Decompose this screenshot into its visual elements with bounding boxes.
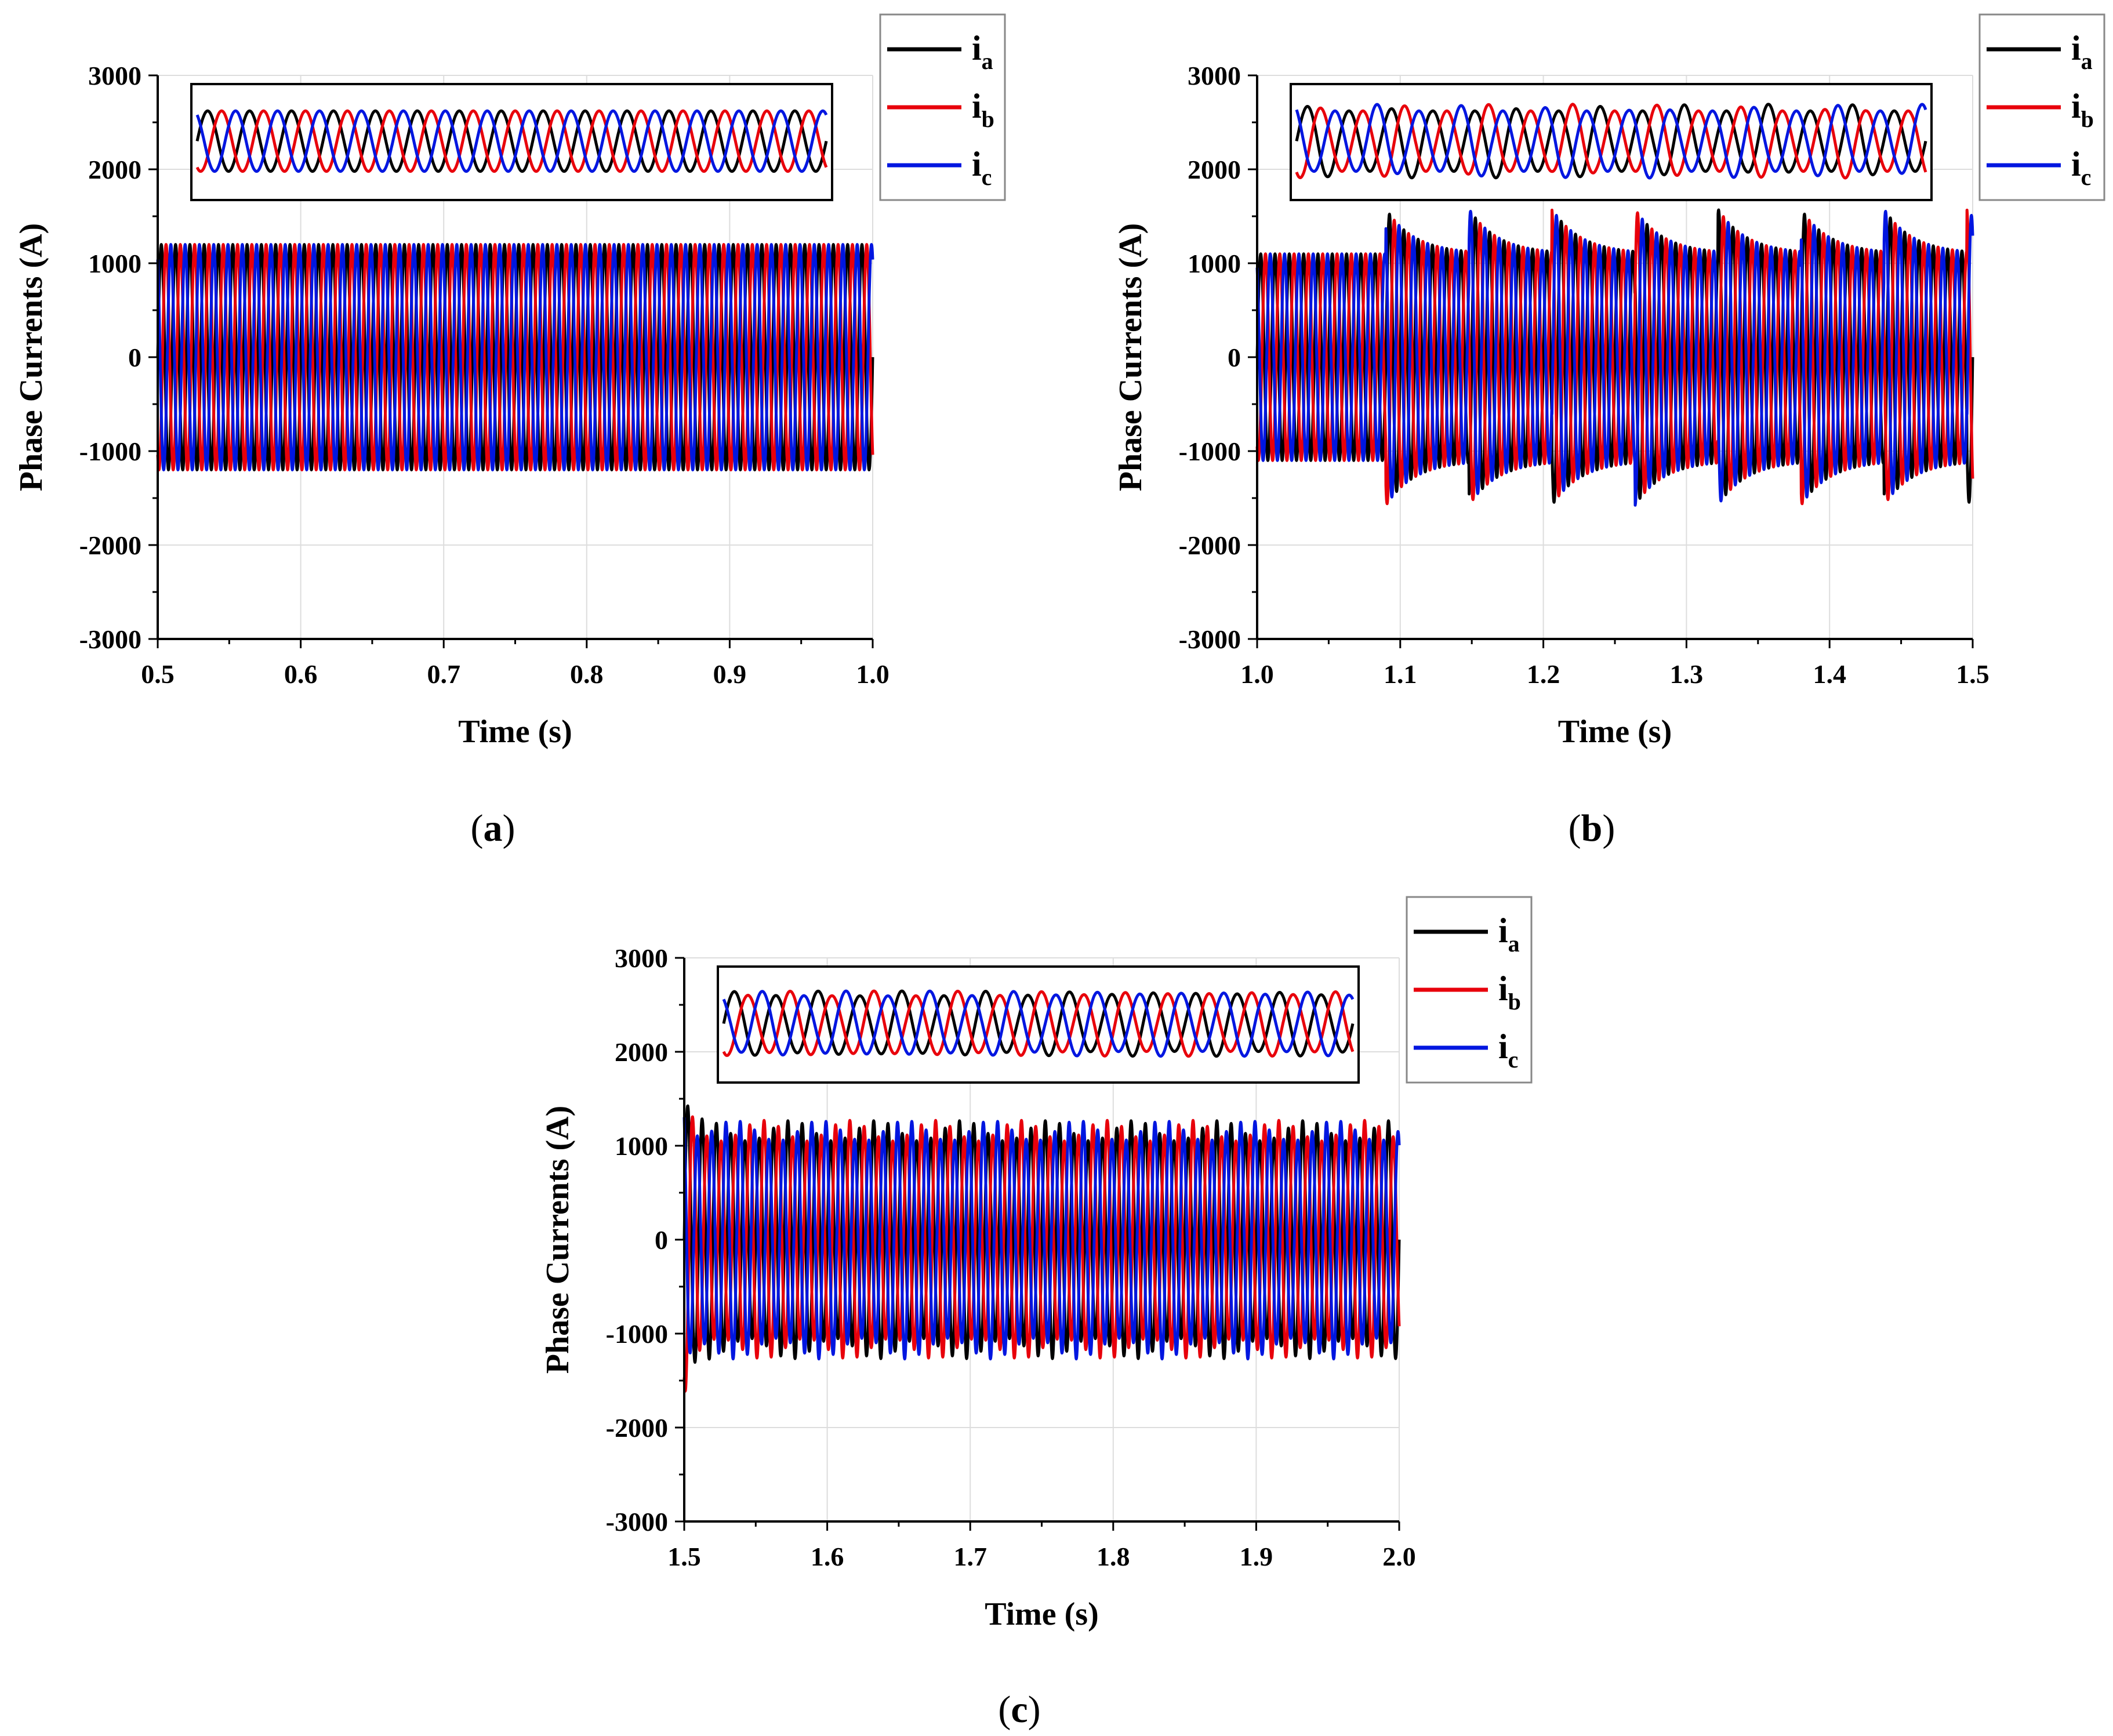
inset-line-ia [1295,103,1927,180]
x-tick-label: 1.3 [1670,659,1704,689]
inset-zoom [190,83,833,201]
panel-label: (b) [1569,807,1615,849]
y-tick-label: -1000 [1179,437,1241,466]
x-tick-label: 0.7 [427,659,460,689]
series-line-ic [682,1117,1401,1361]
x-tick-label: 1.9 [1240,1542,1273,1571]
y-axis-title: Phase Currents (A) [1113,223,1149,491]
y-axis-title: Phase Currents (A) [13,223,49,491]
legend-label-ib: ib [972,87,994,132]
legend-label-ic: ic [2071,145,2091,190]
x-tick-label: 1.0 [856,659,890,689]
inset-line-ia [722,989,1355,1058]
inset-line-ic [722,989,1355,1058]
y-tick-label: 2000 [615,1037,668,1067]
y-tick-label: -2000 [79,531,141,560]
y-tick-label: 3000 [88,61,141,90]
y-tick-label: 2000 [1188,155,1241,184]
legend-label-ia: ia [2071,29,2093,74]
chart-panel-c: 3000 2000 1000 0 -1000 -2000 -3000 1.5 1.6 1.7 1.8… [540,896,1533,1731]
inset-zoom [1290,83,1933,201]
y-axis-title: Phase Currents (A) [540,1106,576,1374]
legend: ia ib ic [879,13,1006,201]
inset-line-ic [1295,103,1927,180]
y-tick-label: -1000 [606,1319,668,1349]
y-tick-label: 1000 [88,249,141,278]
legend-label-ic: ic [1498,1027,1518,1073]
series-line-ic [156,243,874,471]
series-line-ia [1255,208,1974,504]
y-tick-label: 1000 [1188,249,1241,278]
legend: ia ib ic [1978,13,2105,201]
series-group [682,1104,1401,1393]
x-tick-label: 0.8 [570,659,604,689]
x-tick-label: 1.5 [1956,659,1989,689]
series-line-ib [1255,208,1974,506]
inset-line-ib [1295,103,1927,180]
x-tick-label: 1.4 [1813,659,1846,689]
x-tick-label: 0.5 [141,659,175,689]
legend-label-ib: ib [2071,87,2094,132]
y-tick-label: -2000 [1179,531,1241,560]
y-tick-label: 3000 [1188,61,1241,90]
x-tick-label: 1.8 [1097,1542,1130,1571]
x-tick-label: 0.6 [284,659,318,689]
inset-line-ib [722,989,1355,1058]
series-line-ic [1255,209,1974,507]
y-tick-label: -3000 [1179,624,1241,654]
series-line-ia [156,243,874,471]
inset-zoom [717,965,1360,1084]
panel-label: (a) [471,807,515,849]
series-group [156,243,874,471]
series-group [1255,208,1974,507]
x-tick-label: 1.7 [953,1542,987,1571]
x-axis-title: Time (s) [1558,714,1672,750]
y-tick-label: -3000 [606,1507,668,1537]
y-tick-label: 0 [655,1225,668,1255]
y-tick-label: -1000 [79,437,141,466]
x-tick-label: 2.0 [1382,1542,1416,1571]
x-tick-label: 0.9 [713,659,747,689]
legend-label-ia: ia [972,29,993,74]
legend-label-ib: ib [1498,969,1521,1015]
inset-line-ia [195,109,828,173]
x-axis-title: Time (s) [458,714,572,750]
y-tick-label: 0 [1228,343,1241,372]
series-line-ia [682,1104,1401,1364]
x-tick-label: 1.6 [811,1542,844,1571]
panel-label: (c) [998,1688,1040,1731]
series-line-ib [682,1115,1401,1393]
y-tick-label: -3000 [79,624,141,654]
x-tick-label: 1.0 [1240,659,1274,689]
x-axis-title: Time (s) [985,1596,1099,1632]
y-tick-label: 1000 [615,1131,668,1161]
legend-label-ia: ia [1498,911,1520,957]
inset-line-ib [195,109,828,173]
series-line-ib [156,243,874,471]
y-tick-label: 3000 [615,943,668,973]
y-tick-label: -2000 [606,1413,668,1443]
x-tick-label: 1.1 [1384,659,1417,689]
legend: ia ib ic [1406,896,1533,1084]
legend-label-ic: ic [972,145,992,190]
chart-panel-b: 3000 2000 1000 0 -1000 -2000 -3000 1.0 1.1 1.2 1.3… [1113,13,2105,849]
y-tick-label: 2000 [88,155,141,184]
inset-line-ic [195,109,828,173]
y-tick-label: 0 [128,343,141,372]
x-tick-label: 1.5 [667,1542,701,1571]
x-tick-label: 1.2 [1527,659,1560,689]
